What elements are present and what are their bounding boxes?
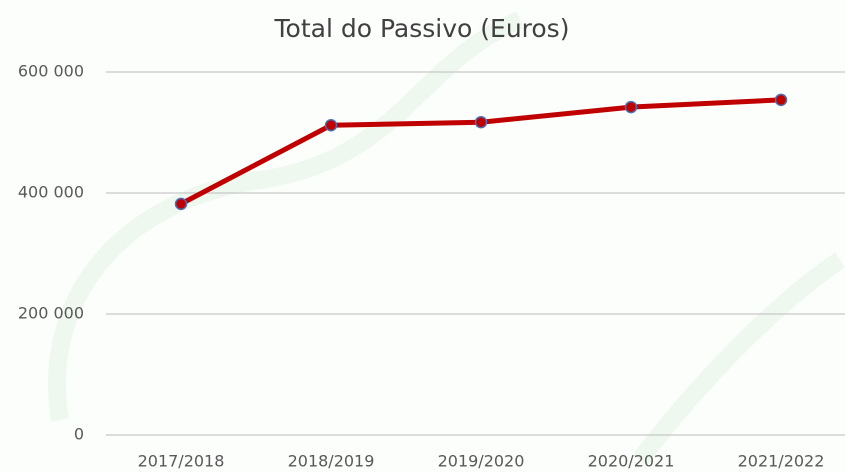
x-tick-label: 2019/2020 [438, 452, 525, 471]
data-point [624, 100, 638, 114]
y-tick-label: 0 [74, 425, 84, 444]
data-point [474, 115, 488, 129]
chart-title: Total do Passivo (Euros) [274, 14, 570, 43]
data-point [324, 118, 338, 132]
y-tick-label: 200 000 [18, 304, 84, 323]
data-point [174, 197, 188, 211]
x-tick-label: 2020/2021 [588, 452, 675, 471]
data-point [774, 93, 788, 107]
y-tick-label: 600 000 [18, 62, 84, 81]
background-decoration [632, 252, 845, 466]
y-tick-label: 400 000 [18, 183, 84, 202]
x-tick-label: 2021/2022 [738, 452, 825, 471]
x-tick-label: 2018/2019 [288, 452, 375, 471]
x-tick-label: 2017/2018 [138, 452, 225, 471]
background-decoration [47, 11, 524, 422]
